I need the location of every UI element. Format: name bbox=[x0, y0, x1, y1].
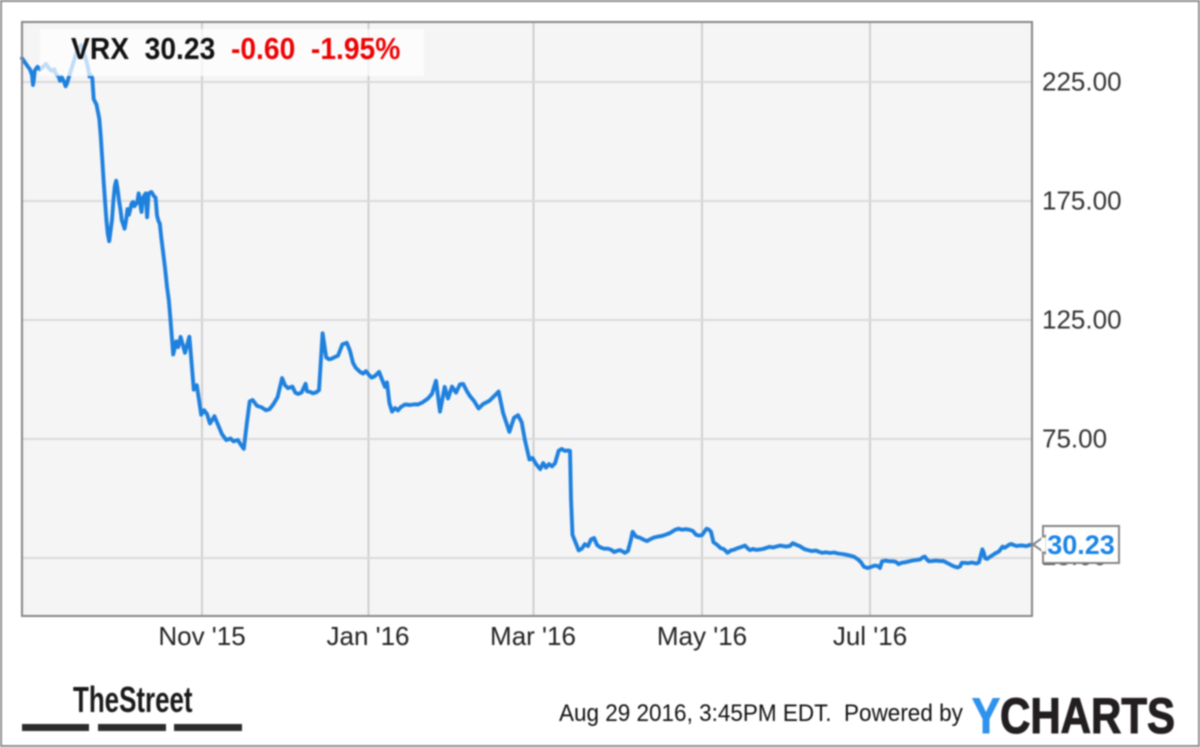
svg-text:30.23: 30.23 bbox=[1047, 530, 1115, 560]
